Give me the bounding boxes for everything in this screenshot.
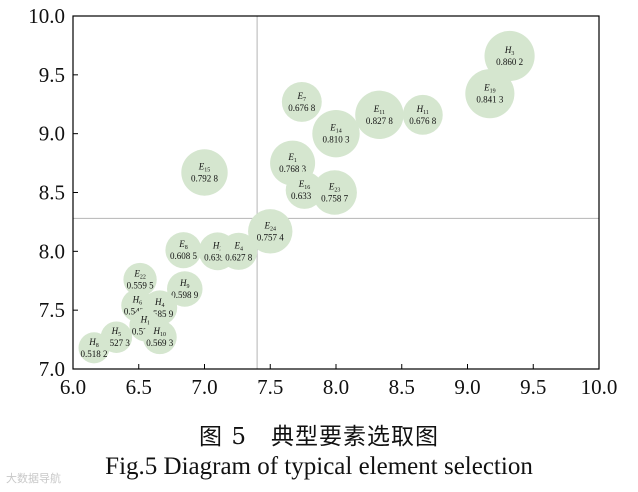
bubble-id-label: H6 <box>132 294 143 306</box>
x-tick-label: 9.0 <box>454 375 480 399</box>
bubble-circle <box>78 332 110 364</box>
bubble-circle <box>312 109 360 158</box>
bubble-e4: E40.627 8 <box>220 232 258 270</box>
bubble-value-label: 0.627 8 <box>225 252 253 262</box>
bubble-value-label: 0.569 3 <box>146 338 174 348</box>
bubble-value-label: 0.598 9 <box>171 290 199 300</box>
bubble-e8: E80.608 5 <box>165 232 202 269</box>
bubble-circle <box>165 232 202 269</box>
bubble-id-label: H5 <box>111 326 122 338</box>
reference-lines <box>73 16 599 369</box>
y-tick-label: 10.0 <box>28 4 65 28</box>
bubble-circle <box>220 232 258 270</box>
x-tick-label: 10.0 <box>581 375 618 399</box>
bubble-h8: H80.518 2 <box>78 332 110 364</box>
bubble-value-label: 0.768 3 <box>279 164 307 174</box>
bubble-circle <box>402 94 443 135</box>
x-tick-label: 8.0 <box>323 375 349 399</box>
bubble-h3: H30.860 2 <box>484 30 535 82</box>
y-tick-label: 8.5 <box>39 181 65 205</box>
bubble-circle <box>281 81 322 122</box>
bubble-id-label: H9 <box>179 278 190 290</box>
bubble-circle <box>167 271 203 307</box>
bubble-value-label: 0.559 5 <box>127 281 155 291</box>
x-tick-label: 7.0 <box>191 375 217 399</box>
bubble-value-label: 0.792 8 <box>191 173 219 183</box>
bubble-e7: E70.676 8 <box>281 81 322 122</box>
bubble-value-label: 0.757 4 <box>257 232 285 242</box>
y-tick-label: 7.5 <box>39 298 65 322</box>
bubble-value-label: 0.758 7 <box>321 194 349 204</box>
x-tick-label: 6.5 <box>126 375 152 399</box>
bubble-value-label: 0.608 5 <box>170 251 198 261</box>
figure-caption-english: Fig.5 Diagram of typical element selecti… <box>105 453 533 480</box>
y-tick-label: 8.0 <box>39 239 65 263</box>
bubble-h9: H90.598 9 <box>167 271 203 307</box>
axis-ticks: 6.0 6.5 7.0 7.5 8.0 8.5 9.0 9.5 10.0 7.0 7.5 8.0 8.5… <box>28 4 617 399</box>
bubble-circle <box>484 30 535 82</box>
bubble-value-label: 0.585 9 <box>146 309 174 319</box>
x-tick-label: 8.5 <box>389 375 415 399</box>
y-tick-label: 7.0 <box>39 357 65 381</box>
x-tick-label: 6.0 <box>60 375 86 399</box>
watermark-text: 大数据导航 <box>6 472 61 485</box>
bubble-circle <box>142 320 177 355</box>
bubble-value-label: 0.527 3 <box>103 338 131 348</box>
bubble-value-label: 0.542 2 <box>124 306 151 316</box>
bubble-circle <box>181 149 228 196</box>
y-tick-label: 9.0 <box>39 122 65 146</box>
bubble-id-label: E7 <box>297 91 307 103</box>
bubble-value-label: 0.518 2 <box>81 349 108 359</box>
bubble-id-label: H3 <box>504 45 514 57</box>
bubble-id-label: H4 <box>154 297 165 309</box>
y-tick-label: 9.5 <box>39 63 65 87</box>
bubble-circle <box>248 209 293 254</box>
bubble-circle <box>355 90 404 140</box>
x-tick-label: 7.5 <box>257 375 283 399</box>
bubble-value-label: 0.860 2 <box>496 57 523 67</box>
bubble-value-label: 0.639 6 <box>204 252 232 262</box>
bubble-value-label: 0.827 8 <box>366 116 394 126</box>
figure-caption-chinese: 图 5 典型要素选取图 <box>199 424 439 450</box>
x-tick-label: 9.5 <box>520 375 546 399</box>
bubble-value-label: 0.676 8 <box>288 103 316 113</box>
bubble-value-label: 0.676 8 <box>409 116 437 126</box>
bubble-id-label: E8 <box>178 239 188 251</box>
bubble-circle <box>465 69 515 119</box>
bubble-value-label: 0.633 2 <box>291 191 318 201</box>
bubble-id-label: E4 <box>233 240 243 252</box>
bubble-value-label: 0.810 3 <box>323 135 351 145</box>
bubble-circle <box>123 262 157 297</box>
bubble-circle <box>312 170 357 215</box>
bubble-value-label: 0.841 3 <box>476 95 504 105</box>
bubble-id-label: H1 <box>140 314 151 326</box>
bubble-id-label: E1 <box>287 152 297 164</box>
bubble-id-label: H8 <box>88 337 99 349</box>
